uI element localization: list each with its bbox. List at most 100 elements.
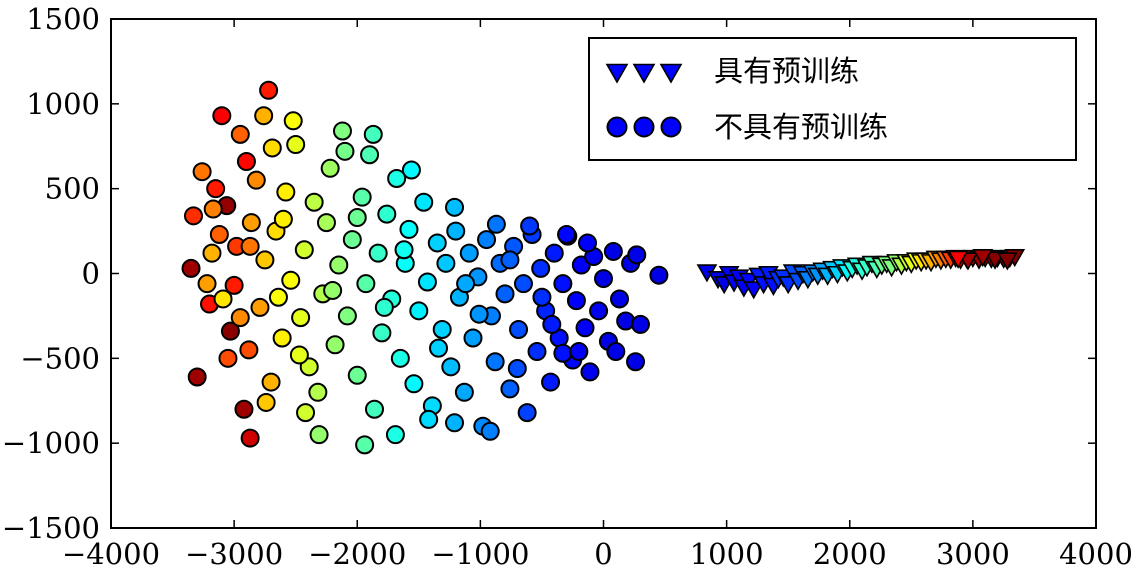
data-point-circle	[286, 135, 306, 155]
data-point-circle	[500, 250, 520, 270]
data-point-circle	[480, 421, 500, 441]
data-point-circle	[234, 399, 254, 419]
data-point-circle	[385, 425, 405, 445]
data-point-circle	[606, 342, 626, 362]
data-point-circle	[206, 179, 226, 199]
y-tick-label: 500	[45, 172, 100, 206]
data-point-circle	[320, 158, 340, 178]
data-point-circle	[308, 382, 328, 402]
y-tick-label: −1000	[2, 426, 100, 460]
data-point-circle	[566, 291, 586, 311]
data-point-circle	[445, 197, 465, 217]
data-point-circle	[187, 367, 207, 387]
data-point-circle	[399, 219, 419, 239]
data-point-circle	[220, 321, 240, 341]
data-point-circle	[181, 258, 201, 278]
data-point-circle	[569, 342, 589, 362]
data-point-circle	[273, 209, 293, 229]
data-point-circle	[296, 403, 316, 423]
x-tick-label: 3000	[936, 537, 1010, 571]
data-point-circle	[463, 328, 483, 348]
data-point-circle	[486, 214, 506, 234]
data-point-circle	[603, 241, 623, 261]
data-point-circle	[268, 287, 288, 307]
y-tick-label: 1500	[26, 2, 100, 36]
data-point-circle	[527, 342, 547, 362]
data-point-circle	[335, 141, 355, 161]
data-point-circle	[262, 138, 282, 158]
data-point-circle	[230, 124, 250, 144]
x-tick-label: 1000	[690, 537, 764, 571]
data-point-circle	[594, 269, 613, 289]
data-point-circle	[272, 328, 292, 348]
data-point-circle	[454, 382, 474, 402]
data-point-triangle	[743, 281, 765, 300]
legend-triangle-icon	[605, 63, 629, 84]
data-point-circle	[374, 297, 394, 317]
data-point-circle	[240, 428, 260, 448]
data-point-circle	[441, 357, 461, 377]
data-point-circle	[557, 224, 577, 244]
legend-markers	[605, 63, 683, 138]
x-tick-label: 0	[594, 537, 612, 571]
data-point-circle	[347, 365, 367, 385]
data-point-circle	[610, 289, 630, 309]
data-point-circle	[224, 275, 244, 295]
data-point-circle	[197, 274, 217, 294]
data-point-circle	[390, 348, 410, 368]
data-point-circle	[520, 216, 540, 236]
data-point-circle	[409, 301, 429, 321]
legend-circle-icon	[660, 116, 682, 138]
data-point-circle	[218, 348, 238, 368]
data-point-circle	[372, 323, 392, 343]
data-point-circle	[316, 213, 336, 233]
data-point-triangle	[947, 250, 969, 269]
data-point-circle	[429, 338, 449, 358]
data-point-circle	[202, 243, 222, 263]
data-point-circle	[446, 221, 466, 241]
legend-triangle-icon	[632, 63, 656, 84]
data-point-circle	[364, 399, 384, 419]
data-point-circle	[513, 274, 533, 294]
x-tick-label: −2000	[308, 537, 406, 571]
data-point-circle	[230, 308, 250, 328]
data-point-circle	[329, 255, 349, 275]
data-point-circle	[553, 274, 573, 294]
data-point-circle	[241, 213, 261, 233]
data-point-circle	[254, 106, 274, 126]
data-point-triangle	[996, 252, 1018, 271]
data-point-circle	[261, 372, 281, 392]
legend-label-no-pretrained: 不具有预训练	[714, 110, 888, 144]
data-point-circle	[627, 245, 647, 265]
data-point-circle	[294, 240, 314, 260]
x-tick-label: −4000	[62, 537, 160, 571]
data-point-circle	[507, 359, 527, 379]
data-point-circle	[427, 233, 447, 253]
data-point-circle	[352, 187, 372, 207]
data-point-circle	[387, 168, 407, 188]
data-point-circle	[589, 301, 609, 321]
x-tick-label: 4000	[1059, 537, 1133, 571]
data-point-circle	[246, 170, 266, 190]
data-point-circle	[394, 240, 414, 260]
legend-circle-icon	[606, 116, 628, 138]
x-tick-label: −1000	[431, 537, 529, 571]
data-point-circle	[332, 121, 352, 141]
data-point-circle	[417, 272, 437, 292]
data-point-circle	[580, 362, 600, 382]
data-point-circle	[544, 243, 564, 263]
data-point-circle	[368, 243, 388, 263]
data-point-circle	[342, 230, 362, 250]
data-point-circle	[401, 160, 421, 180]
x-tick-label: −3000	[185, 537, 283, 571]
data-point-circle	[432, 319, 452, 339]
data-point-circle	[356, 274, 376, 294]
data-point-circle	[542, 314, 562, 334]
legend-triangle-icon	[659, 63, 683, 84]
data-point-circle	[325, 335, 345, 355]
data-point-circle	[469, 304, 489, 324]
data-point-circle	[649, 265, 669, 285]
data-point-circle	[281, 270, 301, 290]
legend-box	[588, 37, 1077, 161]
